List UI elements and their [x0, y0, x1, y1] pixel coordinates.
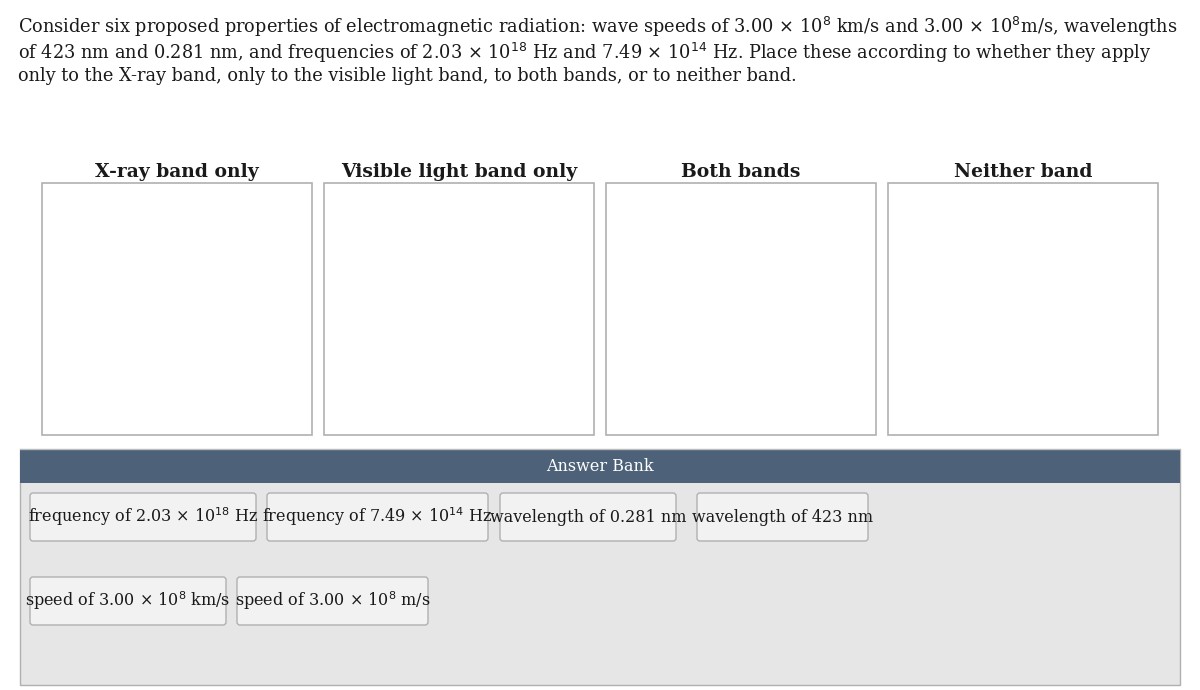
FancyBboxPatch shape [30, 577, 226, 625]
FancyBboxPatch shape [324, 183, 594, 435]
Text: Answer Bank: Answer Bank [546, 458, 654, 475]
Text: frequency of 2.03 × 10$^{18}$ Hz: frequency of 2.03 × 10$^{18}$ Hz [28, 506, 258, 529]
FancyBboxPatch shape [266, 493, 488, 541]
Text: X-ray band only: X-ray band only [95, 163, 259, 181]
Text: Neither band: Neither band [954, 163, 1092, 181]
FancyBboxPatch shape [30, 493, 256, 541]
FancyBboxPatch shape [888, 183, 1158, 435]
Text: only to the X-ray band, only to the visible light band, to both bands, or to nei: only to the X-ray band, only to the visi… [18, 67, 797, 85]
Text: frequency of 7.49 × 10$^{14}$ Hz: frequency of 7.49 × 10$^{14}$ Hz [263, 506, 493, 529]
Text: Consider six proposed properties of electromagnetic radiation: wave speeds of 3.: Consider six proposed properties of elec… [18, 15, 1177, 39]
FancyBboxPatch shape [20, 450, 1180, 685]
FancyBboxPatch shape [42, 183, 312, 435]
Text: Both bands: Both bands [682, 163, 800, 181]
Text: Visible light band only: Visible light band only [341, 163, 577, 181]
Text: wavelength of 0.281 nm: wavelength of 0.281 nm [490, 509, 686, 526]
Text: wavelength of 423 nm: wavelength of 423 nm [692, 509, 874, 526]
Text: of 423 nm and 0.281 nm, and frequencies of 2.03 $\times$ 10$^{18}$ Hz and 7.49 $: of 423 nm and 0.281 nm, and frequencies … [18, 41, 1152, 65]
FancyBboxPatch shape [500, 493, 676, 541]
FancyBboxPatch shape [606, 183, 876, 435]
FancyBboxPatch shape [238, 577, 428, 625]
Text: speed of 3.00 × 10$^{8}$ m/s: speed of 3.00 × 10$^{8}$ m/s [235, 590, 431, 612]
Text: speed of 3.00 × 10$^{8}$ km/s: speed of 3.00 × 10$^{8}$ km/s [25, 590, 230, 612]
FancyBboxPatch shape [20, 450, 1180, 483]
FancyBboxPatch shape [697, 493, 868, 541]
